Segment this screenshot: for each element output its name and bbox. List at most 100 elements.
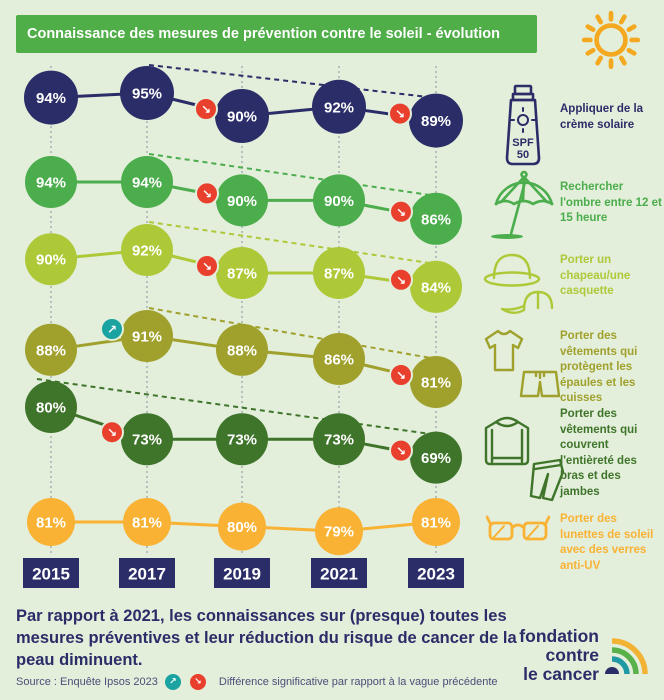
data-point-value: 90% xyxy=(227,193,257,210)
significance-badge xyxy=(194,97,218,121)
data-point-circle xyxy=(24,70,78,125)
data-point-value: 94% xyxy=(132,175,162,192)
measure-label-shade: Rechercher l'ombre entre 12 et 15 heure xyxy=(560,181,662,225)
year-label: 2015 xyxy=(32,565,70,584)
data-point-value: 94% xyxy=(36,90,66,107)
year-box xyxy=(311,558,367,588)
spf-number: 50 xyxy=(517,149,529,161)
significance-arrow: ↘ xyxy=(107,426,117,440)
data-point-value: 81% xyxy=(132,515,162,532)
trend-arrow xyxy=(148,221,445,267)
sunscreen-bottle-icon: SPF 50 xyxy=(497,84,549,173)
year-label: 2023 xyxy=(417,565,455,584)
year-box xyxy=(119,558,175,588)
data-point-value: 73% xyxy=(227,432,257,449)
data-point-circle xyxy=(120,66,174,120)
data-point-value: 90% xyxy=(227,109,257,126)
data-point-circle xyxy=(25,381,77,433)
data-point-circle xyxy=(27,498,75,546)
data-point-value: 95% xyxy=(132,86,162,103)
data-point-value: 84% xyxy=(421,279,451,296)
significance-legend: Différence significative par rapport à l… xyxy=(218,676,498,688)
data-point-value: 91% xyxy=(132,329,162,346)
data-point-value: 81% xyxy=(421,515,451,532)
data-point-circle xyxy=(412,498,460,546)
data-point-circle xyxy=(121,156,173,208)
measure-label-cover: Porter des vêtements qui couvrent l'enti… xyxy=(560,408,638,498)
logo-text: fondation contre le cancer xyxy=(519,626,599,685)
data-point-circle xyxy=(410,192,462,245)
year-box xyxy=(214,558,270,588)
data-point-value: 90% xyxy=(36,252,66,269)
measure-label-sunglasses: Porter des lunettes de soleil avec des v… xyxy=(560,513,654,572)
data-point-circle xyxy=(215,89,269,143)
significance-arrow: ↘ xyxy=(395,107,405,121)
data-point-value: 86% xyxy=(324,352,354,369)
significance-arrow: ↘ xyxy=(396,369,406,383)
year-box xyxy=(408,558,464,588)
trend-arrow xyxy=(148,307,445,362)
significance-badge xyxy=(195,181,219,206)
rainbow-arcs-icon xyxy=(605,638,648,675)
data-point-value: 90% xyxy=(324,193,354,210)
data-point-circle xyxy=(123,498,171,546)
data-point-circle xyxy=(313,413,365,466)
data-point-circle xyxy=(216,174,268,227)
data-point-value: 69% xyxy=(421,450,451,467)
data-point-circle xyxy=(312,79,366,134)
sun-icon xyxy=(578,8,644,74)
data-point-value: 92% xyxy=(324,99,354,116)
significance-arrow: ↘ xyxy=(202,260,212,274)
year-box xyxy=(23,558,79,588)
data-point-circle xyxy=(315,507,363,556)
up-arrow-badge: ↗ xyxy=(164,674,181,690)
significance-badge xyxy=(100,317,124,341)
data-point-circle xyxy=(121,224,173,276)
sweater-and-pants-icon xyxy=(480,412,565,509)
data-point-value: 87% xyxy=(324,266,354,283)
significance-arrow: ↘ xyxy=(396,444,406,458)
data-point-value: 92% xyxy=(132,243,162,260)
year-label: 2021 xyxy=(320,565,358,584)
significance-badge xyxy=(389,267,413,292)
data-point-circle xyxy=(313,174,365,227)
measure-label-hat: Porter un chapeau/une casquette xyxy=(560,254,631,298)
data-point-value: 81% xyxy=(36,515,66,532)
significance-badge xyxy=(389,363,413,387)
data-point-value: 73% xyxy=(132,432,162,449)
down-arrow-badge: ↘ xyxy=(189,674,206,690)
measure-label-sunscreen: Appliquer de la crème solaire xyxy=(560,103,644,131)
data-point-circle xyxy=(121,310,173,362)
sunglasses-icon xyxy=(485,512,551,551)
data-point-value: 88% xyxy=(227,342,257,359)
source-row: Source : Enquête Ipsos 2023 ↗ ↘ Différen… xyxy=(16,674,498,690)
data-point-value: 89% xyxy=(421,113,451,130)
significance-badge xyxy=(389,438,413,463)
data-point-value: 79% xyxy=(324,524,354,541)
spf-text: SPF xyxy=(512,137,534,149)
data-point-circle xyxy=(216,247,268,299)
data-point-value: 73% xyxy=(324,432,354,449)
data-point-value: 86% xyxy=(421,211,451,228)
significance-badge xyxy=(100,420,124,445)
data-point-circle xyxy=(410,260,462,313)
data-point-value: 87% xyxy=(227,266,257,283)
significance-arrow: ↗ xyxy=(107,323,117,337)
data-point-circle xyxy=(216,413,268,466)
data-point-value: 88% xyxy=(36,342,66,359)
data-point-circle xyxy=(25,156,77,208)
significance-badge xyxy=(389,199,413,224)
data-point-circle xyxy=(216,323,268,376)
data-point-value: 80% xyxy=(36,400,66,417)
data-point-circle xyxy=(410,431,462,484)
data-point-circle xyxy=(410,356,462,408)
significance-arrow: ↘ xyxy=(396,273,406,287)
data-point-circle xyxy=(25,323,77,376)
data-point-circle xyxy=(25,233,77,286)
data-point-circle xyxy=(121,413,173,466)
summary-text: Par rapport à 2021, les connaissances su… xyxy=(16,607,517,669)
data-point-circle xyxy=(218,502,266,551)
trend-arrow xyxy=(148,64,445,101)
page-title: Connaissance des mesures de prévention c… xyxy=(16,15,537,53)
